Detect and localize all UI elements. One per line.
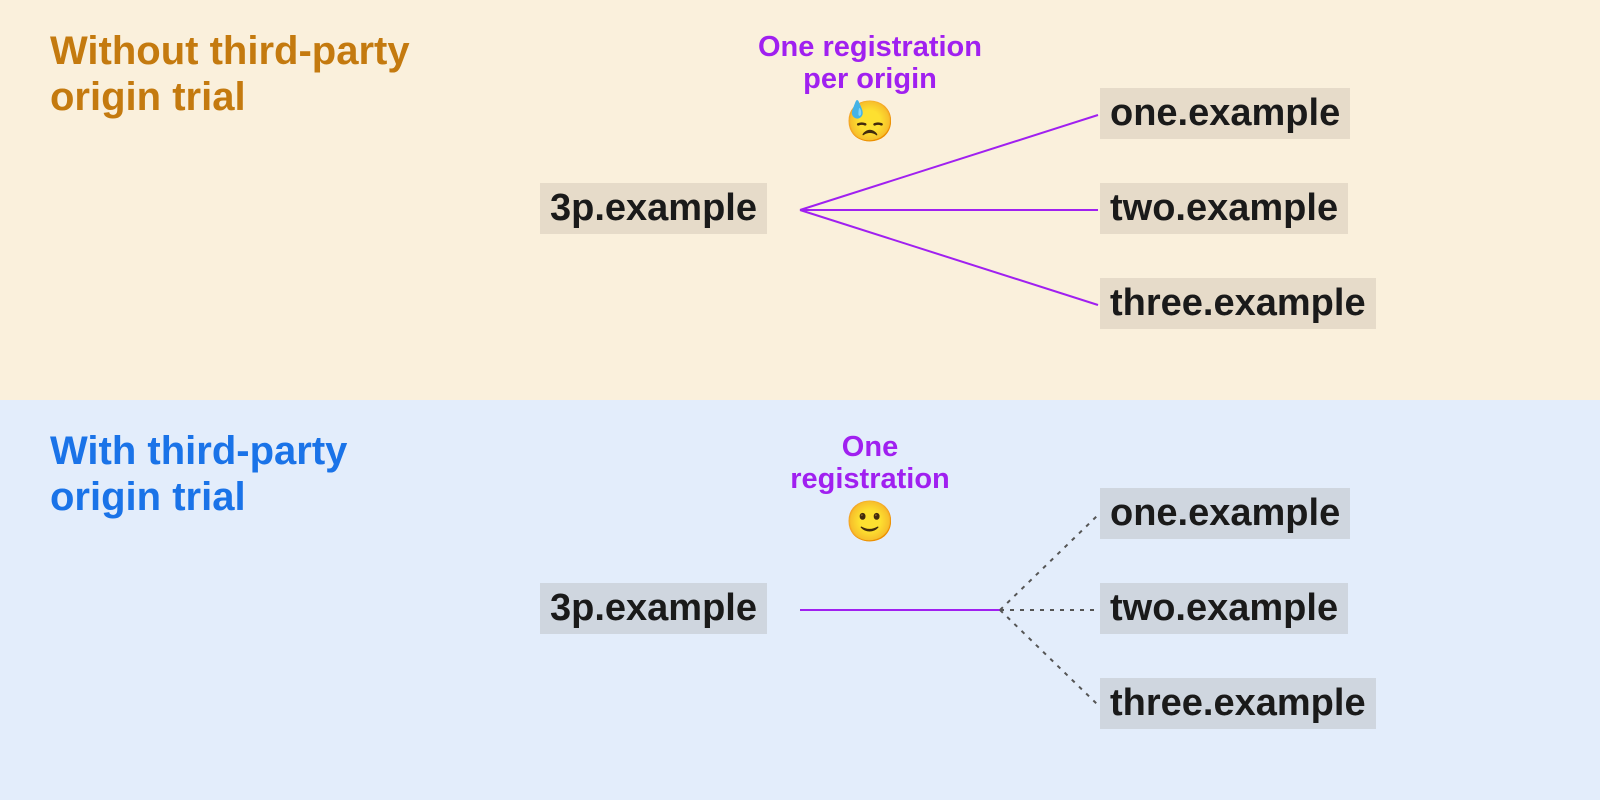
target-box-three-without: three.example	[1100, 278, 1376, 329]
panel-with: With third-party origin trial One regist…	[0, 400, 1600, 800]
target-box-two-with: two.example	[1100, 583, 1348, 634]
heading-without: Without third-party origin trial	[50, 28, 410, 120]
source-box-with: 3p.example	[540, 583, 767, 634]
caption-text-with: One registration	[790, 431, 950, 495]
caption-text-without: One registration per origin	[758, 31, 982, 95]
smile-emoji-icon: 🙂	[720, 500, 1020, 544]
panel-without: Without third-party origin trial One reg…	[0, 0, 1600, 400]
target-box-three-with: three.example	[1100, 678, 1376, 729]
target-box-one-with: one.example	[1100, 488, 1350, 539]
target-box-two-without: two.example	[1100, 183, 1348, 234]
sad-sweat-emoji-icon: 😓	[720, 100, 1020, 144]
caption-with: One registration 🙂	[720, 432, 1020, 544]
target-box-one-without: one.example	[1100, 88, 1350, 139]
heading-with: With third-party origin trial	[50, 428, 347, 520]
source-box-without: 3p.example	[540, 183, 767, 234]
caption-without: One registration per origin 😓	[720, 32, 1020, 144]
